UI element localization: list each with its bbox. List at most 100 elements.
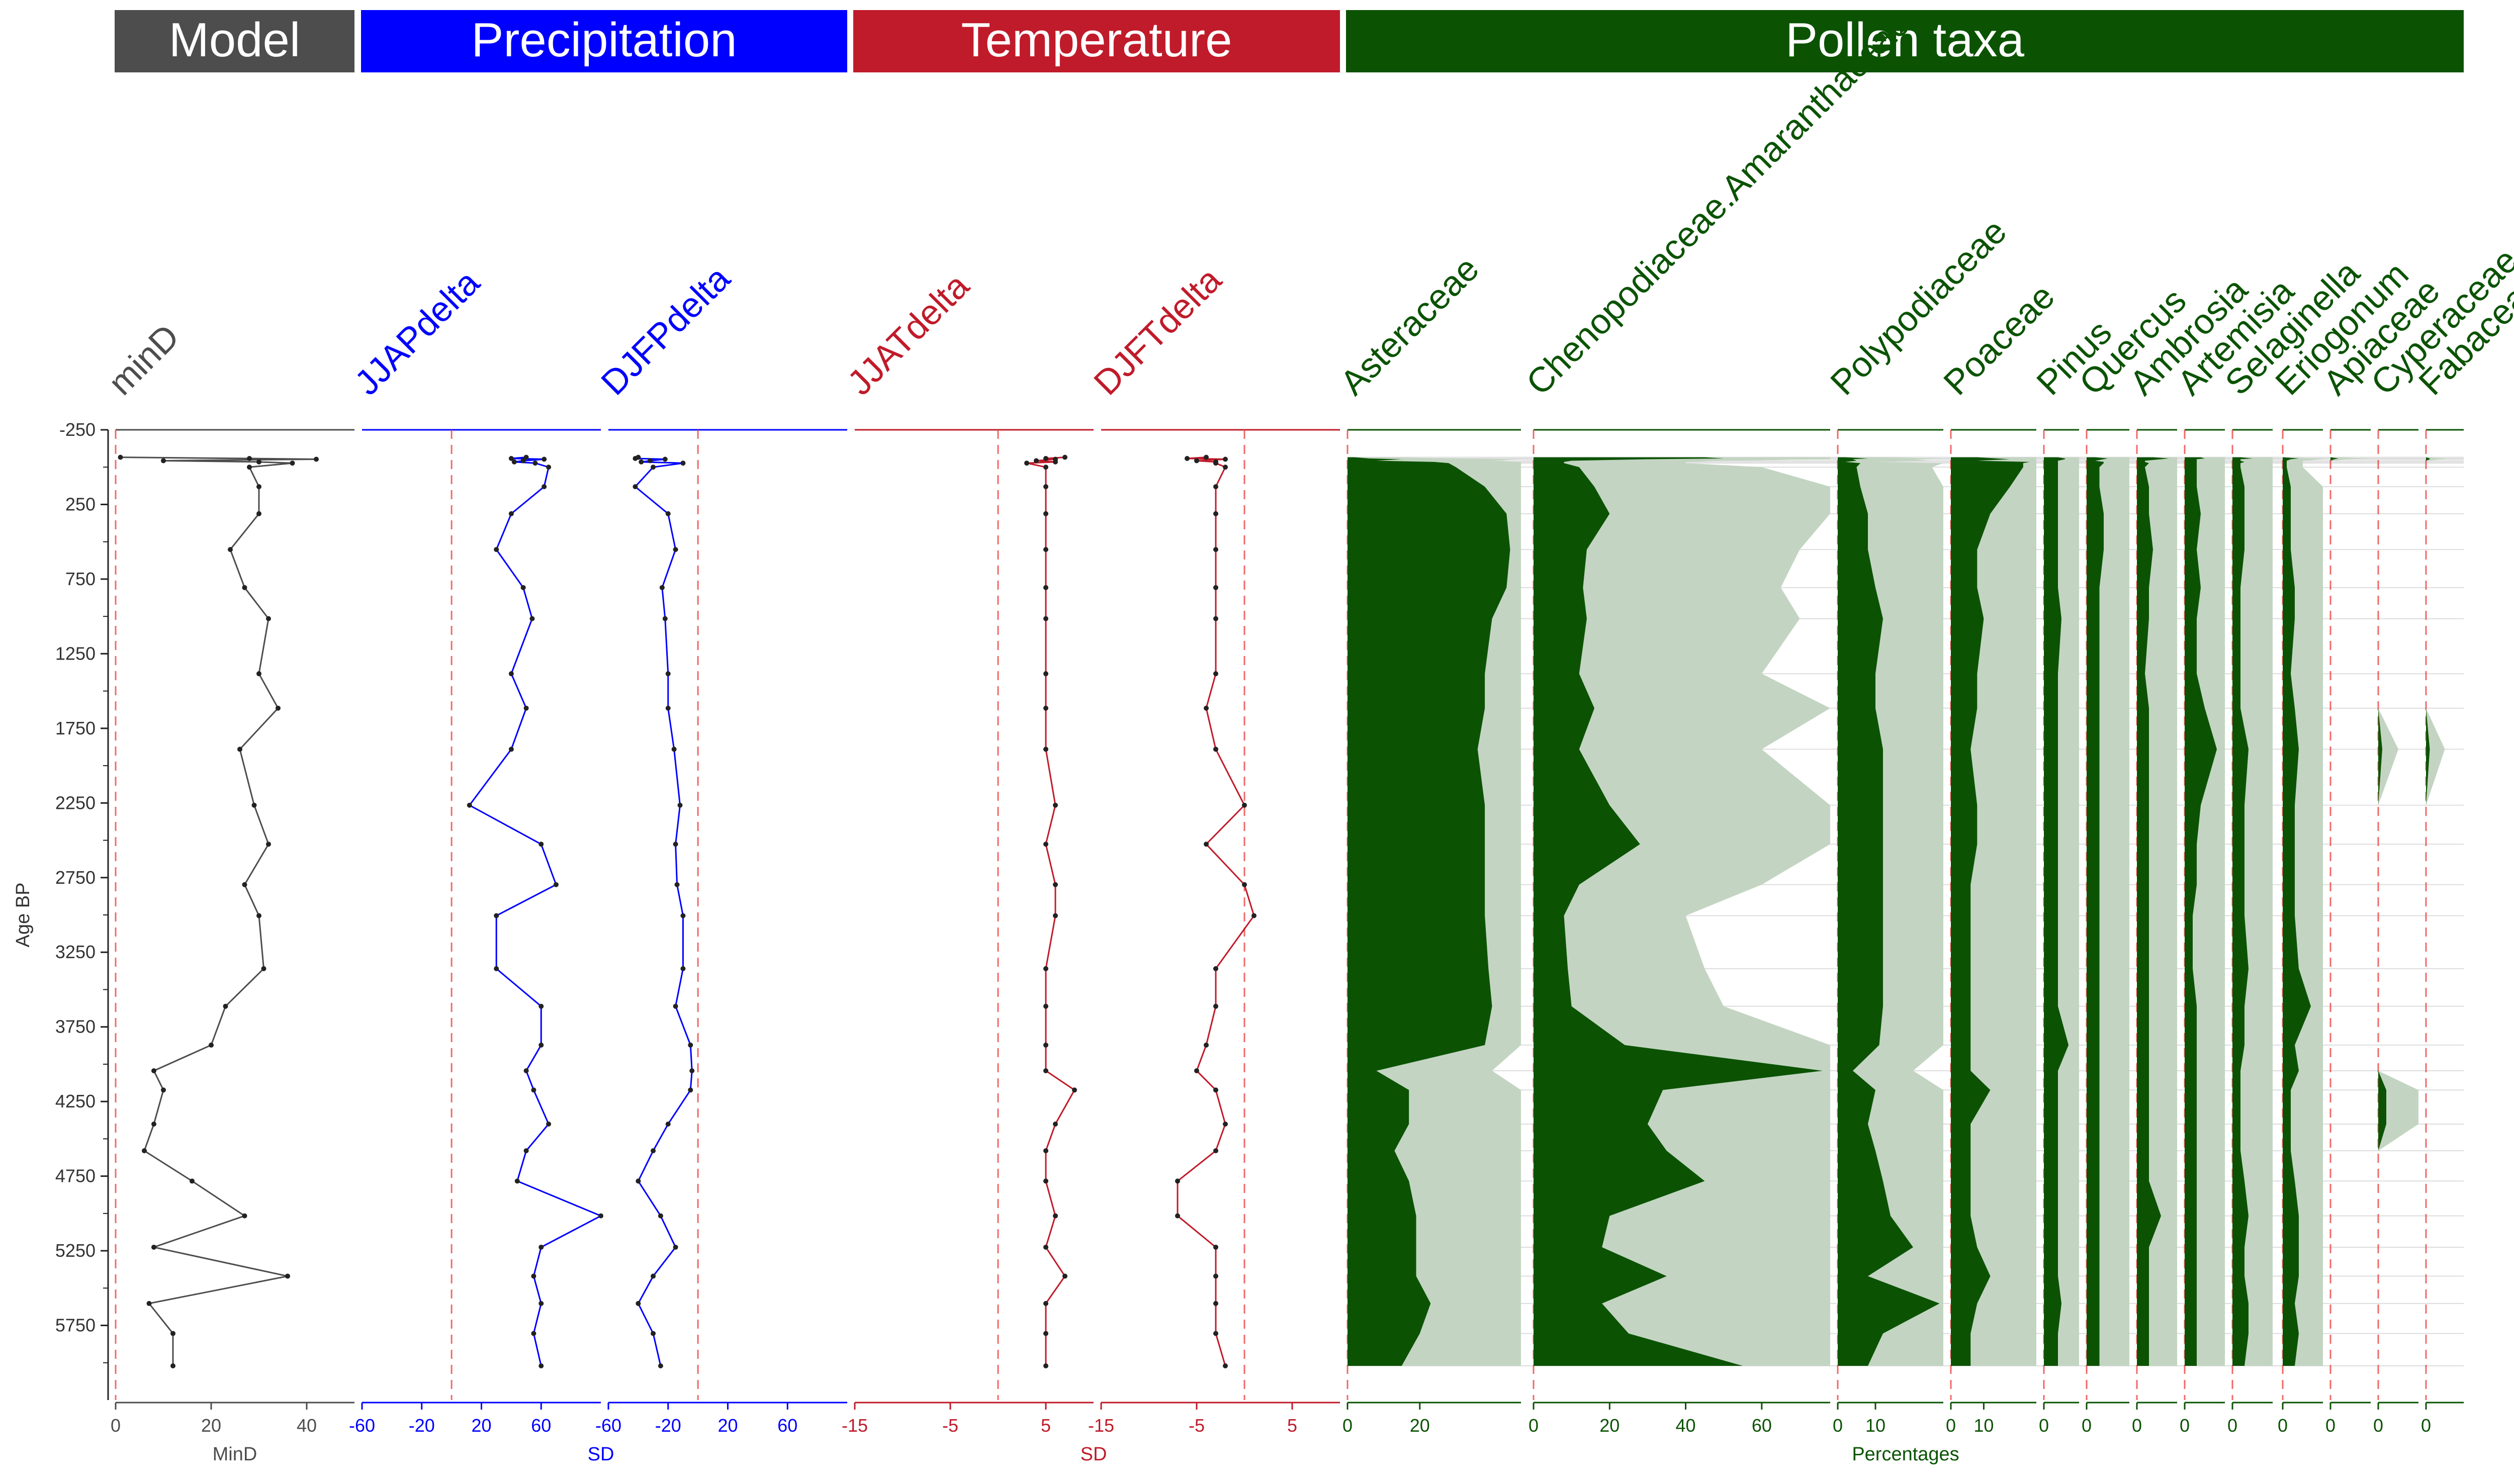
data-point bbox=[553, 882, 559, 887]
x-axis-title: SD bbox=[1081, 1444, 1107, 1465]
x-tick-label: 0 bbox=[2039, 1415, 2049, 1436]
y-tick-label: 5250 bbox=[55, 1240, 96, 1261]
data-point bbox=[1043, 616, 1048, 621]
x-tick-label: 0 bbox=[111, 1415, 121, 1436]
data-point bbox=[1043, 1244, 1048, 1250]
data-point bbox=[266, 616, 271, 621]
y-tick-label: 1250 bbox=[55, 643, 96, 664]
data-point bbox=[659, 585, 665, 590]
data-point bbox=[673, 1003, 678, 1009]
x-axis-title: MinD bbox=[213, 1444, 257, 1465]
y-tick-label: 2250 bbox=[55, 792, 96, 813]
data-point bbox=[142, 1148, 147, 1154]
data-point bbox=[1043, 705, 1048, 711]
x-tick-label: 60 bbox=[531, 1415, 551, 1436]
data-point bbox=[494, 966, 499, 971]
data-point bbox=[161, 458, 166, 463]
data-point bbox=[1204, 842, 1209, 847]
data-point bbox=[1213, 1331, 1218, 1336]
y-axis: -250 250 750 1250 1750 2250 2750 3250 3750 4250 47… bbox=[13, 419, 109, 1400]
x-tick-label: 40 bbox=[297, 1415, 317, 1436]
x-tick-label: 0 bbox=[2227, 1415, 2237, 1436]
data-point bbox=[542, 484, 547, 490]
data-point bbox=[665, 511, 671, 516]
data-point bbox=[673, 547, 678, 552]
data-point bbox=[538, 1301, 544, 1306]
data-point bbox=[256, 511, 261, 516]
x-tick-label: 0 bbox=[1833, 1415, 1843, 1436]
y-tick-label: 1750 bbox=[55, 718, 96, 738]
data-point bbox=[1043, 547, 1048, 552]
data-point bbox=[242, 585, 247, 590]
data-point bbox=[523, 454, 529, 460]
panel-title: Asteraceae bbox=[1332, 249, 1486, 403]
y-tick-label: 3250 bbox=[55, 942, 96, 962]
data-point bbox=[662, 456, 668, 462]
data-point bbox=[511, 459, 517, 465]
x-tick-label: 0 bbox=[1342, 1415, 1353, 1436]
data-point bbox=[1204, 454, 1209, 460]
data-point bbox=[151, 1068, 156, 1073]
x-tick-label: -60 bbox=[595, 1415, 621, 1436]
x-tick-label: -5 bbox=[942, 1415, 958, 1436]
data-point bbox=[1062, 1273, 1067, 1279]
data-point bbox=[677, 802, 683, 808]
data-point bbox=[636, 1301, 641, 1306]
y-tick-label: 4250 bbox=[55, 1091, 96, 1111]
line-series bbox=[1026, 456, 1075, 1366]
data-point bbox=[531, 1331, 536, 1336]
data-point bbox=[1194, 1068, 1199, 1073]
exaggerated-area bbox=[2378, 457, 2418, 1366]
data-point bbox=[146, 1301, 152, 1306]
data-point bbox=[658, 1213, 663, 1219]
data-point bbox=[1053, 913, 1058, 918]
data-point bbox=[1213, 585, 1218, 590]
data-point bbox=[190, 1178, 195, 1184]
data-point bbox=[261, 966, 266, 971]
data-point bbox=[531, 1087, 536, 1093]
area-series bbox=[2283, 457, 2311, 1366]
data-point bbox=[1043, 966, 1048, 971]
x-tick-label: 0 bbox=[2325, 1415, 2336, 1436]
data-point bbox=[1242, 882, 1247, 887]
data-point bbox=[636, 1178, 641, 1184]
group-header-label: Precipitation bbox=[471, 13, 737, 67]
x-tick-label: 5 bbox=[1287, 1415, 1297, 1436]
x-tick-label: -15 bbox=[1088, 1415, 1114, 1436]
data-point bbox=[688, 1042, 693, 1048]
x-tick-label: 20 bbox=[471, 1415, 491, 1436]
data-point bbox=[1072, 1087, 1077, 1093]
data-point bbox=[1213, 1273, 1218, 1279]
data-point bbox=[1053, 1213, 1058, 1219]
data-point bbox=[314, 456, 319, 462]
data-point bbox=[1043, 1003, 1048, 1009]
data-point bbox=[161, 1087, 166, 1093]
data-point bbox=[531, 1273, 536, 1279]
data-point bbox=[494, 547, 499, 552]
x-tick-label: -15 bbox=[842, 1415, 868, 1436]
data-point bbox=[1024, 460, 1029, 466]
x-tick-label: 10 bbox=[1865, 1415, 1886, 1436]
data-point bbox=[639, 459, 644, 465]
x-tick-label: 0 bbox=[2278, 1415, 2288, 1436]
data-point bbox=[658, 1363, 663, 1369]
area-series bbox=[2232, 457, 2253, 1366]
data-point bbox=[1043, 842, 1048, 847]
x-tick-label: 20 bbox=[201, 1415, 221, 1436]
x-tick-label: 0 bbox=[2373, 1415, 2383, 1436]
group-header-label: Pollen taxa bbox=[1785, 13, 2025, 67]
data-point bbox=[1213, 484, 1218, 490]
data-point bbox=[1223, 456, 1228, 462]
data-point bbox=[1213, 547, 1218, 552]
data-point bbox=[1175, 1213, 1180, 1219]
x-tick-label: 20 bbox=[1410, 1415, 1430, 1436]
data-point bbox=[170, 1363, 175, 1369]
data-point bbox=[680, 966, 686, 971]
data-point bbox=[633, 484, 638, 490]
